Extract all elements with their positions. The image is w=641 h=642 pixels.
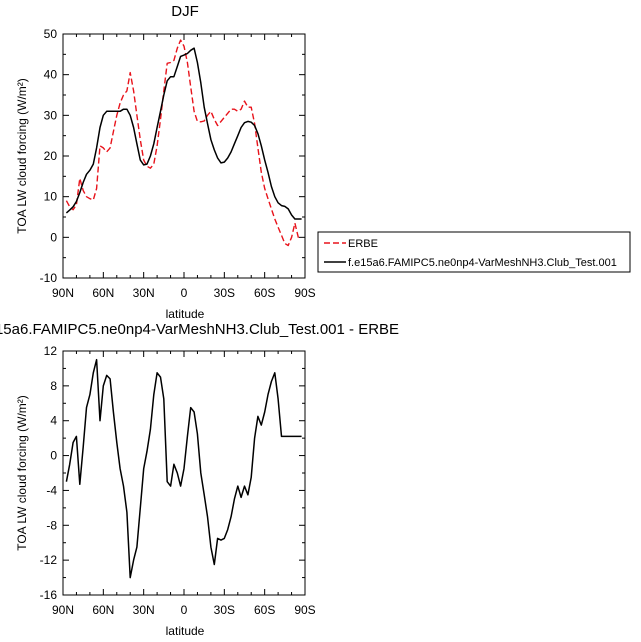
top-axis-ticks: 90N 60N 30N 0 30S 60S 90S -10 0 10 20 30 40 50 — [40, 27, 316, 300]
series-line-0-0 — [65, 39, 302, 247]
legend-label-erbe: ERBE — [348, 238, 378, 250]
y-tick-label: -12 — [40, 553, 58, 567]
x-tick-label: 60N — [92, 286, 114, 300]
x-tick-label: 30S — [214, 603, 235, 617]
bottom-x-axis-label: latitude — [166, 624, 205, 638]
y-tick-label: 10 — [44, 190, 58, 204]
x-tick-label: 30N — [133, 286, 155, 300]
top-chart-title: DJF — [171, 3, 199, 20]
y-tick-label: 8 — [50, 379, 57, 393]
x-tick-label: 30S — [214, 286, 235, 300]
y-tick-label: -4 — [46, 483, 57, 497]
bottom-axis-ticks: 90N 60N 30N 0 30S 60S 90S -16 -12 -8 -4 0 4 8 12 — [40, 344, 316, 617]
top-plot-frame — [62, 33, 306, 279]
top-y-axis-label: TOA LW cloud forcing (W/m²) — [15, 78, 29, 234]
x-tick-label: 90S — [294, 286, 315, 300]
y-tick-label: 50 — [44, 27, 58, 41]
x-tick-label: 90N — [52, 286, 74, 300]
x-tick-label: 0 — [181, 603, 188, 617]
bottom-chart-title: 15a6.FAMIPC5.ne0np4-VarMeshNH3.Club_Test… — [0, 321, 399, 338]
y-tick-label: 12 — [44, 344, 58, 358]
bottom-y-axis-label: TOA LW cloud forcing (W/m²) — [15, 395, 29, 551]
x-tick-label: 60S — [254, 286, 275, 300]
bottom-panel: 15a6.FAMIPC5.ne0np4-VarMeshNH3.Club_Test… — [0, 321, 399, 638]
y-tick-label: 30 — [44, 108, 58, 122]
legend-label-model: f.e15a6.FAMIPC5.ne0np4-VarMeshNH3.Club_T… — [348, 257, 617, 269]
y-tick-label: 40 — [44, 68, 58, 82]
top-series-group — [65, 39, 302, 247]
y-tick-label: 0 — [50, 449, 57, 463]
bottom-plot-frame — [62, 350, 306, 596]
x-tick-label: 60N — [92, 603, 114, 617]
y-tick-label: -8 — [46, 518, 57, 532]
y-tick-label: 20 — [44, 149, 58, 163]
x-tick-label: 60S — [254, 603, 275, 617]
legend-box — [317, 231, 631, 273]
x-tick-label: 0 — [181, 286, 188, 300]
y-tick-label: -16 — [40, 588, 58, 602]
series-line-1-0 — [65, 358, 302, 579]
y-tick-label: -10 — [40, 271, 58, 285]
y-tick-label: 4 — [50, 414, 57, 428]
top-x-axis-label: latitude — [166, 307, 205, 321]
top-panel: DJF 90N 60N 30N 0 30S 60S 90S -10 0 10 20 30 40 50 la… — [15, 3, 316, 321]
legend: ERBE f.e15a6.FAMIPC5.ne0np4-VarMeshNH3.C… — [317, 231, 631, 273]
x-tick-label: 90N — [52, 603, 74, 617]
x-tick-label: 30N — [133, 603, 155, 617]
bottom-series-group — [65, 358, 302, 579]
series-line-0-1 — [65, 47, 302, 220]
y-tick-label: 0 — [50, 230, 57, 244]
x-tick-label: 90S — [294, 603, 315, 617]
